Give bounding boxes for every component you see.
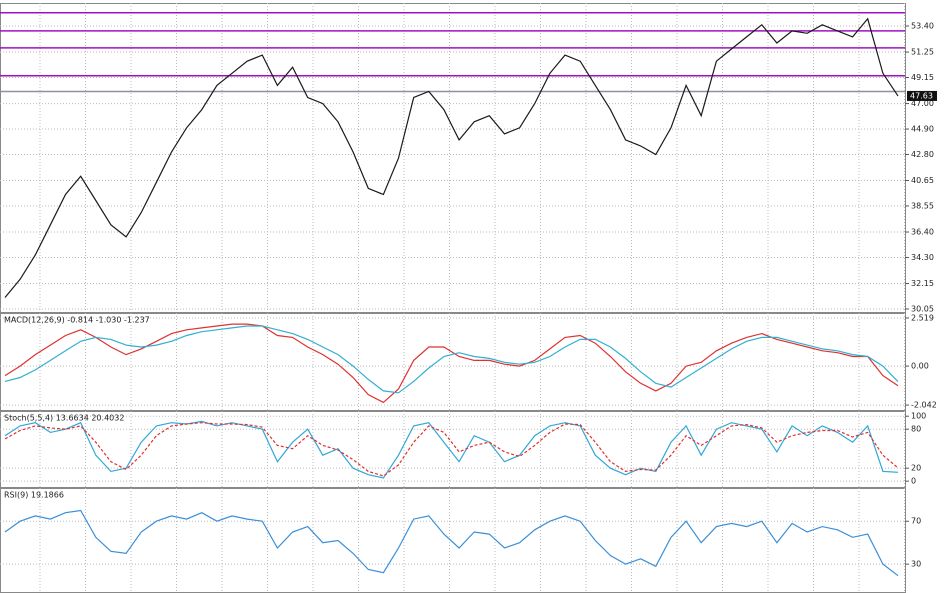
y-tick-label: 20 [911,464,921,473]
panel-frame [0,313,906,411]
y-tick-label: 34.30 [911,253,934,262]
y-tick-label: 51.25 [911,48,934,57]
y-tick-label: 80 [911,425,921,434]
y-tick-label: 30.05 [911,304,934,313]
series-line [4,420,899,479]
y-tick-label: 42.80 [911,150,934,159]
series-line [4,509,899,577]
y-tick-label: 36.40 [911,228,934,237]
y-tick-label: 70 [911,517,921,526]
y-tick-label: 44.90 [911,125,934,134]
y-tick-label: 32.15 [911,279,934,288]
panel-title: Stoch(5,5,4) 13.6634 20.4032 [4,414,124,423]
series-line [4,325,899,394]
y-tick-label: 0 [911,477,916,486]
y-tick-label: 49.15 [911,73,934,82]
panel-title: RSI(9) 19.1866 [4,491,64,500]
y-tick-label: 53.40 [911,22,934,31]
y-tick-label: 40.65 [911,176,934,185]
panel-title: MACD(12,26,9) -0.814 -1.030 -1.237 [4,316,150,325]
y-tick-label: 2.519 [911,313,934,322]
y-tick-label: 38.55 [911,201,934,210]
price-tag [907,90,937,101]
series-line [4,17,899,298]
panel-frame [0,411,906,488]
y-tick-label: 0.00 [911,362,929,371]
series-line [4,323,899,404]
y-tick-label: 47.00 [911,99,934,108]
series-line [4,422,899,477]
price-tag-label: 47.63 [910,91,933,100]
y-tick-label: 100 [911,412,926,421]
y-tick-label: 30 [911,560,921,569]
y-tick-label: -2.042 [911,401,937,410]
panel-frame [0,3,906,313]
